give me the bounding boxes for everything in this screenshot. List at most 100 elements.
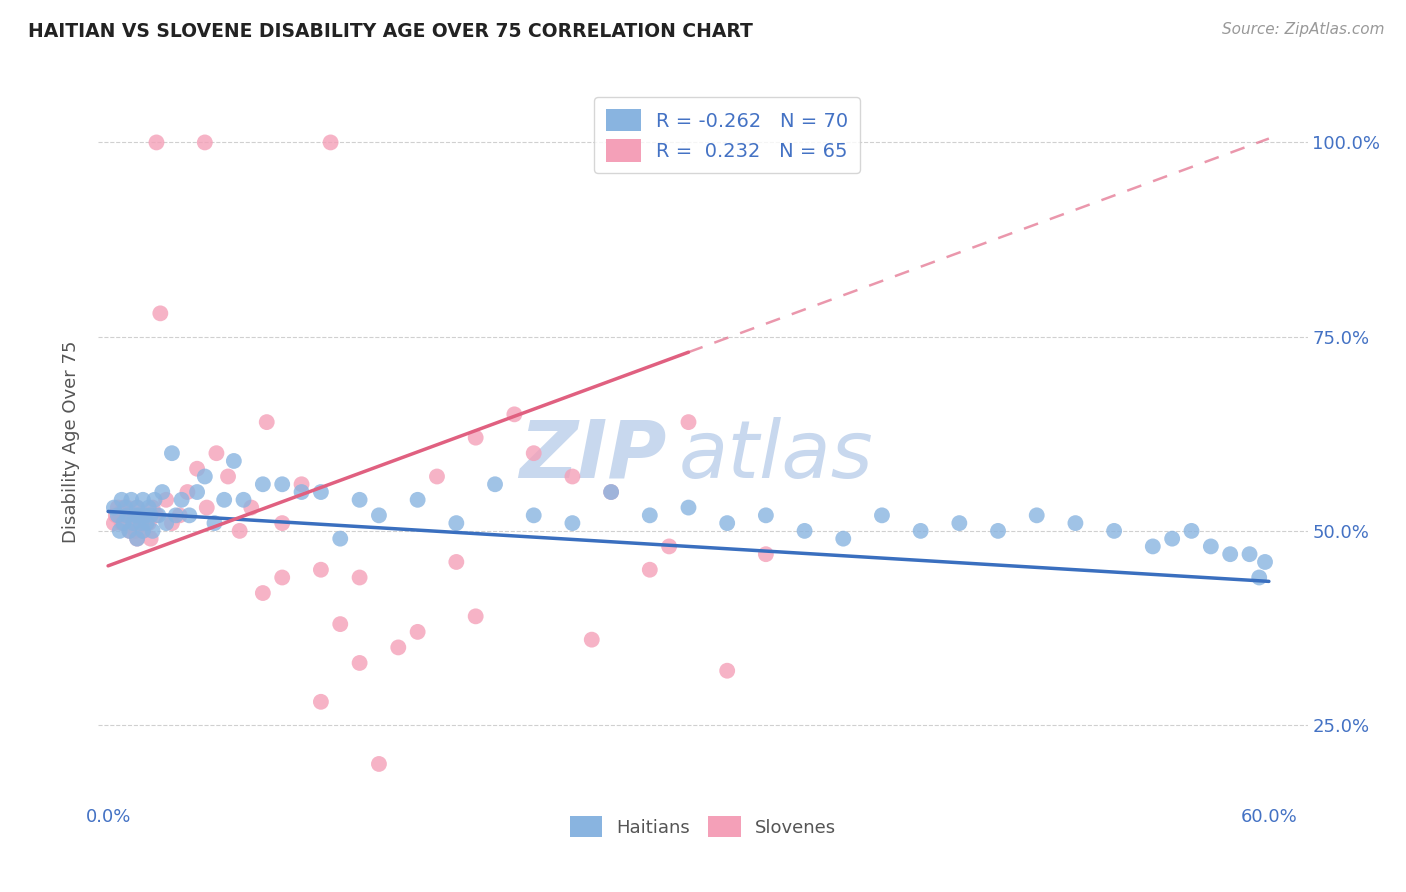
Point [271, 570, 294, 584]
Point [1239, 547, 1261, 561]
Point [148, 508, 170, 523]
Point [870, 508, 893, 523]
Point [252, 477, 274, 491]
Point [240, 500, 263, 515]
Point [406, 492, 429, 507]
Point [600, 485, 623, 500]
Point [387, 640, 409, 655]
Point [194, 136, 217, 150]
Point [103, 516, 125, 530]
Point [561, 469, 583, 483]
Point [1199, 540, 1222, 554]
Legend: Haitians, Slovenes: Haitians, Slovenes [562, 809, 844, 845]
Point [127, 532, 149, 546]
Point [142, 500, 165, 515]
Point [122, 516, 145, 530]
Point [581, 632, 603, 647]
Point [155, 516, 177, 530]
Point [271, 516, 294, 530]
Point [228, 524, 250, 538]
Point [290, 477, 312, 491]
Point [135, 508, 157, 523]
Point [132, 508, 155, 523]
Point [319, 136, 342, 150]
Point [1249, 570, 1271, 584]
Point [204, 516, 226, 530]
Point [678, 415, 700, 429]
Point [129, 516, 152, 530]
Point [256, 415, 278, 429]
Point [104, 508, 127, 523]
Point [1180, 524, 1202, 538]
Point [160, 516, 183, 530]
Point [170, 492, 193, 507]
Point [138, 500, 160, 515]
Point [793, 524, 815, 538]
Y-axis label: Disability Age Over 75: Disability Age Over 75 [62, 340, 80, 543]
Point [1025, 508, 1047, 523]
Point [1142, 540, 1164, 554]
Point [212, 492, 235, 507]
Point [426, 469, 449, 483]
Point [124, 508, 146, 523]
Point [179, 508, 201, 523]
Point [150, 485, 173, 500]
Point [112, 500, 135, 515]
Point [103, 500, 125, 515]
Point [176, 485, 198, 500]
Point [111, 516, 134, 530]
Point [108, 508, 131, 523]
Point [194, 469, 217, 483]
Point [755, 547, 778, 561]
Point [290, 485, 312, 500]
Point [143, 492, 166, 507]
Point [638, 508, 661, 523]
Point [406, 624, 429, 639]
Point [135, 516, 157, 530]
Point [252, 586, 274, 600]
Point [122, 516, 145, 530]
Point [138, 516, 160, 530]
Point [832, 532, 855, 546]
Point [129, 516, 152, 530]
Point [1161, 532, 1184, 546]
Point [155, 492, 177, 507]
Point [127, 532, 149, 546]
Point [111, 492, 134, 507]
Text: Source: ZipAtlas.com: Source: ZipAtlas.com [1222, 22, 1385, 37]
Point [1254, 555, 1277, 569]
Point [600, 485, 623, 500]
Point [349, 656, 371, 670]
Point [186, 461, 208, 475]
Point [1064, 516, 1087, 530]
Point [107, 508, 129, 523]
Point [145, 136, 167, 150]
Point [108, 524, 131, 538]
Point [446, 516, 468, 530]
Point [117, 508, 139, 523]
Point [127, 500, 149, 515]
Point [464, 609, 486, 624]
Point [503, 408, 526, 422]
Point [114, 500, 136, 515]
Point [658, 540, 681, 554]
Point [222, 454, 245, 468]
Point [118, 524, 141, 538]
Point [142, 524, 165, 538]
Point [139, 508, 162, 523]
Point [716, 664, 738, 678]
Point [132, 524, 155, 538]
Point [484, 477, 506, 491]
Point [112, 516, 135, 530]
Point [165, 508, 187, 523]
Point [117, 500, 139, 515]
Point [464, 431, 486, 445]
Point [309, 695, 332, 709]
Point [368, 508, 391, 523]
Point [205, 446, 228, 460]
Point [716, 516, 738, 530]
Point [195, 500, 218, 515]
Point [120, 508, 142, 523]
Point [1102, 524, 1125, 538]
Point [217, 469, 239, 483]
